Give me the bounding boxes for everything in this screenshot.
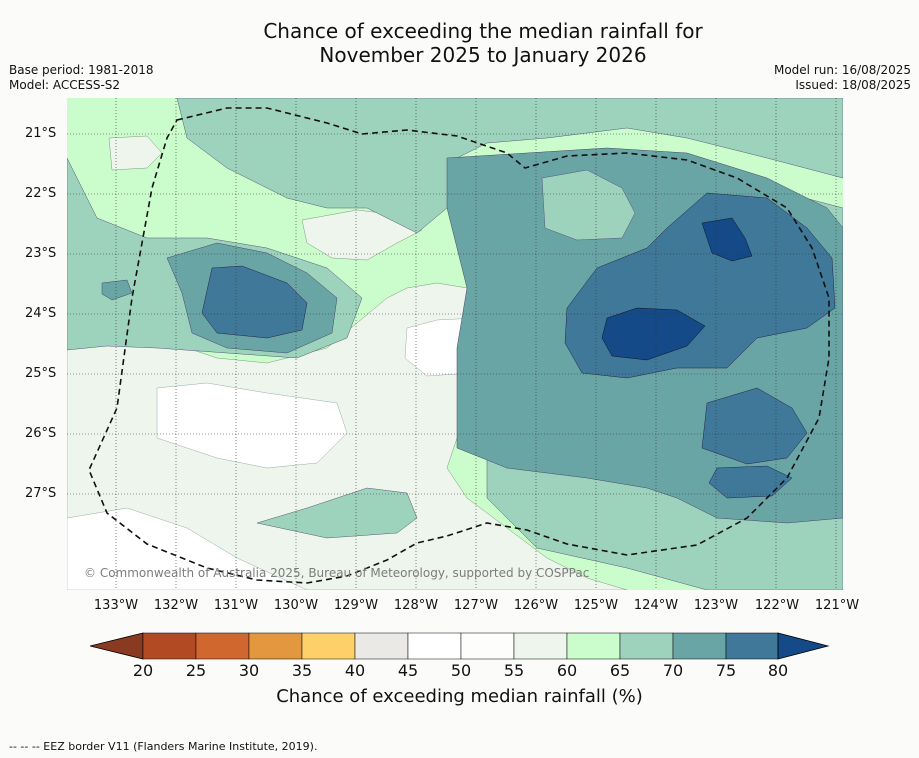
colorbar-tick: 80 [767,661,789,680]
lon-label: 128°W [393,598,439,613]
lat-label: 23°S [25,246,57,261]
lon-label: 131°W [213,598,259,613]
graticule [67,98,843,590]
lat-label: 27°S [25,486,57,501]
colorbar-swatch-40-45 [354,632,409,660]
colorbar-swatch-50-55 [460,632,515,660]
colorbar-swatch-45-50 [407,632,462,660]
colorbar [90,632,830,660]
map-title: Chance of exceeding the median rainfall … [0,19,919,67]
colorbar-swatch-35-40 [301,632,356,660]
band-50-55-sw [67,507,308,590]
colorbar-high-arrow [777,632,830,660]
lon-label: 129°W [333,598,379,613]
lat-label: 24°S [25,306,57,321]
band-70-75-dot [101,279,133,301]
colorbar-tick: 35 [291,661,313,680]
footnote: -- -- -- EEZ border V11 (Flanders Marine… [9,740,318,753]
band-75-80-west [201,265,308,339]
colorbar-swatch-65-70 [619,632,674,660]
lon-label: 124°W [633,598,679,613]
colorbar-swatch-75-80 [725,632,779,660]
colorbar-tick: 45 [397,661,419,680]
rainfall-map [67,98,843,590]
colorbar-swatch-25-30 [195,632,250,660]
colorbar-tick: 75 [715,661,737,680]
title-line-1: Chance of exceeding the median rainfall … [263,19,703,43]
colorbar-tick: 25 [185,661,207,680]
title-line-2: November 2025 to January 2026 [319,43,647,67]
map-canvas [67,98,843,590]
band-65-70-inner [541,169,636,241]
model-name: Model: ACCESS-S2 [9,78,121,92]
colorbar-swatch-30-35 [248,632,303,660]
band-65-70-south [256,487,418,539]
lat-label: 22°S [25,186,57,201]
colorbar-swatch-70-75 [672,632,727,660]
colorbar-swatch-55-60 [513,632,568,660]
lat-label: 21°S [25,126,57,141]
lat-label: 25°S [25,366,57,381]
lon-label: 123°W [693,598,739,613]
colorbar-title: Chance of exceeding median rainfall (%) [276,686,643,707]
lat-label: 26°S [25,426,57,441]
band-55-60-nw [108,135,163,171]
model-run: Model run: 16/08/2025 [773,63,911,77]
lon-label: 133°W [93,598,139,613]
colorbar-tick: 20 [132,661,154,680]
eez-border [88,107,830,584]
colorbar-tick: 40 [344,661,366,680]
lon-label: 126°W [513,598,559,613]
lon-label: 130°W [273,598,319,613]
lon-label: 127°W [453,598,499,613]
colorbar-tick: 55 [503,661,525,680]
band-55-60-mid [301,209,423,261]
base-period: Base period: 1981-2018 [9,63,154,77]
band-80-plus [601,307,706,361]
copyright-notice: © Commonwealth of Australia 2025, Bureau… [84,566,590,580]
colorbar-tick: 65 [609,661,631,680]
lon-label: 132°W [153,598,199,613]
colorbar-tick: 70 [662,661,684,680]
colorbar-tick: 50 [450,661,472,680]
meta-left: Base period: 1981-2018 Model: ACCESS-S2 [9,63,154,93]
band-80-plus-north [701,217,753,262]
band-75-80-se [701,387,808,465]
colorbar-tick: 60 [556,661,578,680]
issued-date: Issued: 18/08/2025 [795,78,911,92]
lon-label: 122°W [754,598,800,613]
colorbar-tick: 30 [238,661,260,680]
lon-label: 121°W [814,598,860,613]
colorbar-swatch-20-25 [142,632,197,660]
band-50-55-west [156,382,348,469]
band-75-80-south [708,465,793,499]
meta-right: Model run: 16/08/2025 Issued: 18/08/2025 [774,63,911,93]
colorbar-swatch-60-65 [566,632,621,660]
colorbar-low-arrow [90,632,144,660]
lon-label: 125°W [573,598,619,613]
